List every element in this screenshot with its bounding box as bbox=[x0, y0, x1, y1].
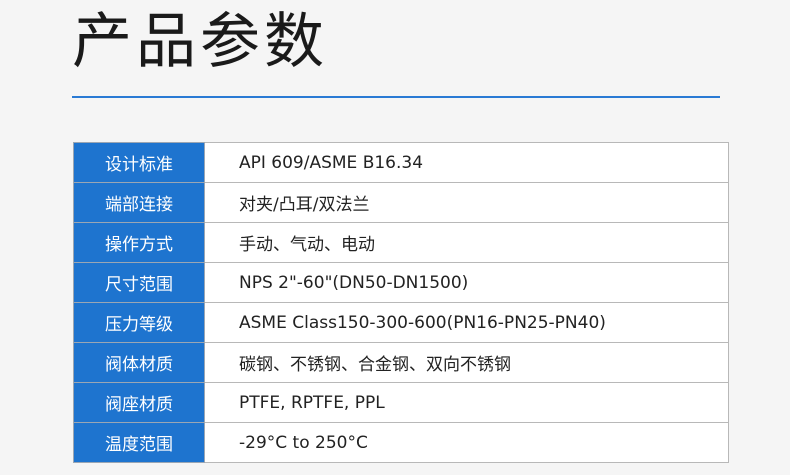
spec-label: 阀座材质 bbox=[73, 382, 205, 423]
table-row: 阀座材质 PTFE, RPTFE, PPL bbox=[73, 382, 729, 423]
table-row: 压力等级 ASME Class150-300-600(PN16-PN25-PN40… bbox=[73, 302, 729, 343]
title-divider bbox=[72, 96, 720, 98]
spec-value: NPS 2"-60"(DN50-DN1500) bbox=[204, 262, 729, 303]
spec-value: -29°C to 250°C bbox=[204, 422, 729, 463]
spec-value: 碳钢、不锈钢、合金钢、双向不锈钢 bbox=[204, 342, 729, 383]
spec-table: 设计标准 API 609/ASME B16.34 端部连接 对夹/凸耳/双法兰 操作方式… bbox=[73, 142, 729, 463]
spec-label: 设计标准 bbox=[73, 142, 205, 183]
table-row: 设计标准 API 609/ASME B16.34 bbox=[73, 142, 729, 183]
spec-label: 压力等级 bbox=[73, 302, 205, 343]
table-row: 温度范围 -29°C to 250°C bbox=[73, 422, 729, 463]
table-row: 操作方式 手动、气动、电动 bbox=[73, 222, 729, 263]
spec-value: PTFE, RPTFE, PPL bbox=[204, 382, 729, 423]
table-row: 尺寸范围 NPS 2"-60"(DN50-DN1500) bbox=[73, 262, 729, 303]
page-title: 产品参数 bbox=[72, 7, 328, 77]
spec-value: 手动、气动、电动 bbox=[204, 222, 729, 263]
spec-label: 阀体材质 bbox=[73, 342, 205, 383]
table-row: 阀体材质 碳钢、不锈钢、合金钢、双向不锈钢 bbox=[73, 342, 729, 383]
spec-label: 操作方式 bbox=[73, 222, 205, 263]
spec-label: 尺寸范围 bbox=[73, 262, 205, 303]
spec-value: API 609/ASME B16.34 bbox=[204, 142, 729, 183]
spec-label: 温度范围 bbox=[73, 422, 205, 463]
spec-value: 对夹/凸耳/双法兰 bbox=[204, 182, 729, 223]
spec-label: 端部连接 bbox=[73, 182, 205, 223]
table-row: 端部连接 对夹/凸耳/双法兰 bbox=[73, 182, 729, 223]
spec-value: ASME Class150-300-600(PN16-PN25-PN40) bbox=[204, 302, 729, 343]
